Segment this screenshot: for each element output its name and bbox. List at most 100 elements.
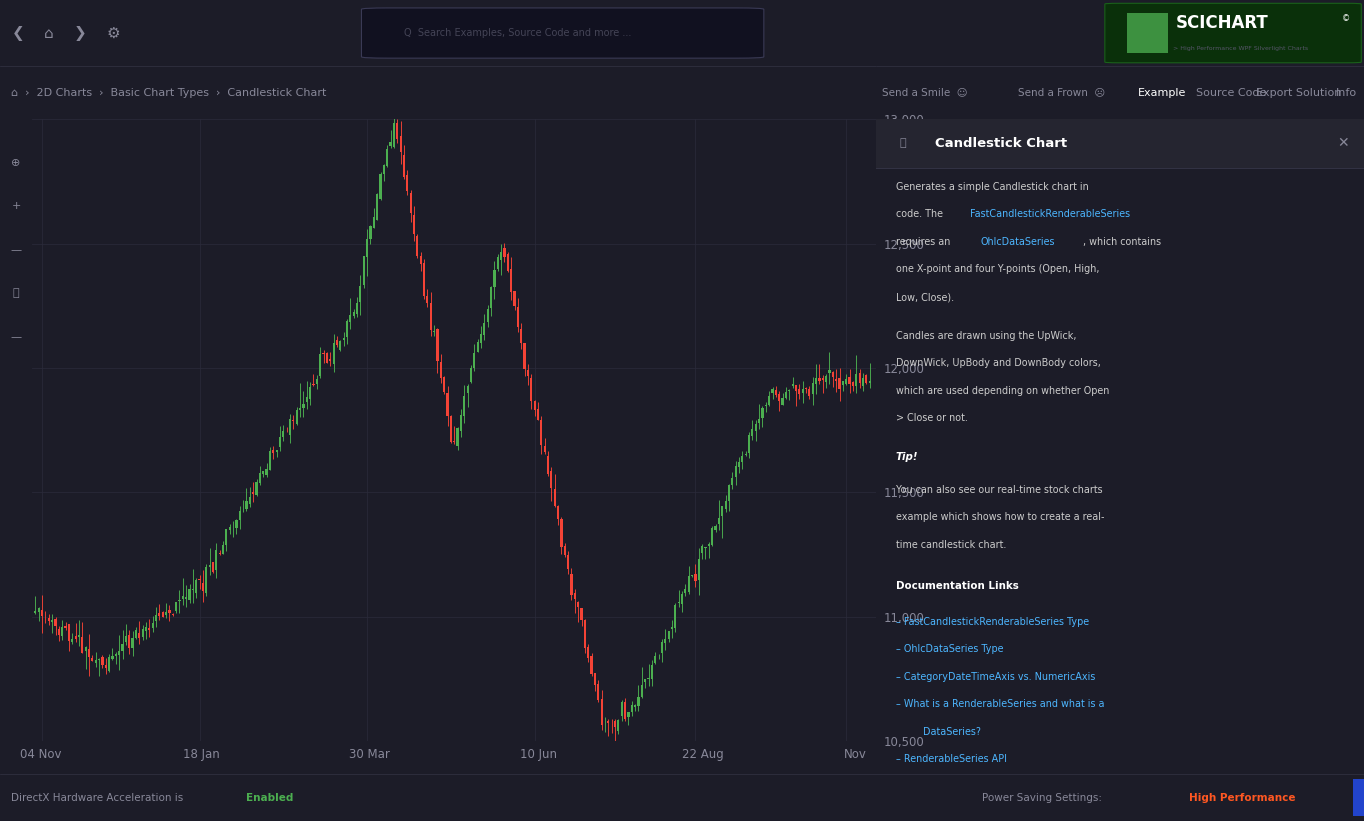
- Bar: [570, 574, 573, 594]
- Bar: [678, 602, 679, 603]
- Bar: [376, 194, 378, 220]
- Bar: [216, 549, 217, 571]
- Bar: [181, 596, 184, 599]
- Bar: [644, 680, 647, 682]
- Bar: [651, 665, 653, 679]
- Bar: [1125, 66, 1194, 119]
- Bar: [119, 651, 120, 655]
- Bar: [531, 378, 532, 401]
- Bar: [427, 296, 428, 303]
- Bar: [550, 471, 552, 488]
- Bar: [128, 635, 131, 648]
- Bar: [299, 408, 301, 410]
- Text: Tip!: Tip!: [896, 452, 918, 461]
- Bar: [567, 555, 569, 569]
- Text: 18 Jan: 18 Jan: [183, 748, 220, 761]
- Text: > Close or not.: > Close or not.: [896, 413, 967, 423]
- Bar: [818, 378, 821, 382]
- Bar: [775, 390, 777, 395]
- Bar: [282, 431, 285, 437]
- Bar: [597, 684, 599, 700]
- Bar: [94, 660, 97, 663]
- Bar: [487, 309, 488, 322]
- Bar: [370, 227, 371, 239]
- Bar: [50, 620, 53, 622]
- Bar: [356, 303, 359, 314]
- Bar: [698, 558, 700, 580]
- Bar: [782, 398, 784, 405]
- Bar: [34, 611, 37, 612]
- Bar: [252, 492, 254, 494]
- Bar: [101, 657, 104, 666]
- Bar: [533, 401, 536, 410]
- Bar: [577, 603, 580, 607]
- Text: Enabled: Enabled: [246, 792, 293, 803]
- Bar: [623, 702, 626, 719]
- Bar: [694, 574, 697, 581]
- Bar: [627, 712, 630, 718]
- Bar: [266, 469, 267, 475]
- Bar: [473, 353, 476, 368]
- Bar: [82, 636, 83, 654]
- Bar: [655, 656, 656, 663]
- Bar: [1353, 779, 1364, 816]
- Bar: [711, 528, 713, 545]
- Bar: [319, 354, 322, 376]
- Text: time candlestick chart.: time candlestick chart.: [896, 539, 1007, 549]
- Bar: [728, 484, 730, 502]
- Bar: [457, 428, 458, 446]
- Bar: [379, 174, 382, 199]
- Bar: [852, 383, 854, 386]
- Bar: [788, 391, 790, 392]
- Bar: [754, 424, 757, 431]
- Bar: [248, 497, 251, 504]
- Bar: [842, 381, 844, 385]
- Bar: [687, 576, 690, 592]
- Text: Example: Example: [1138, 88, 1185, 98]
- Bar: [38, 608, 40, 612]
- Bar: [814, 378, 817, 383]
- Text: Export Solution: Export Solution: [1256, 88, 1342, 98]
- Bar: [758, 419, 760, 424]
- Bar: [121, 644, 124, 650]
- Bar: [784, 392, 787, 397]
- Bar: [61, 626, 63, 635]
- Bar: [507, 255, 509, 271]
- Text: – OhlcDataSeries Type: – OhlcDataSeries Type: [896, 644, 1004, 654]
- Text: – CategoryDateTimeAxis vs. NumericAxis: – CategoryDateTimeAxis vs. NumericAxis: [896, 672, 1095, 681]
- Bar: [480, 334, 481, 343]
- Bar: [296, 410, 297, 424]
- Bar: [660, 642, 663, 654]
- Bar: [825, 376, 827, 382]
- Text: +: +: [11, 201, 20, 211]
- Bar: [236, 520, 237, 529]
- Bar: [855, 374, 858, 386]
- Bar: [862, 378, 863, 386]
- Bar: [229, 527, 231, 530]
- Text: > High Performance WPF Silverlight Charts: > High Performance WPF Silverlight Chart…: [1173, 47, 1308, 52]
- Bar: [747, 435, 750, 452]
- Bar: [151, 622, 154, 627]
- Bar: [333, 343, 334, 364]
- Bar: [466, 386, 469, 392]
- Bar: [828, 369, 831, 373]
- Bar: [476, 342, 479, 352]
- Text: code. The: code. The: [896, 209, 945, 219]
- Bar: [396, 123, 398, 140]
- Bar: [165, 612, 168, 615]
- Bar: [209, 565, 210, 567]
- Text: FastCandlestickRenderableSeries: FastCandlestickRenderableSeries: [970, 209, 1131, 219]
- Bar: [105, 665, 106, 668]
- Text: – FastCandlestickRenderableSeries Type: – FastCandlestickRenderableSeries Type: [896, 617, 1088, 626]
- Text: DataSeries?: DataSeries?: [922, 727, 981, 736]
- Bar: [460, 415, 462, 432]
- Bar: [75, 636, 76, 639]
- Bar: [443, 377, 445, 392]
- Bar: [761, 408, 764, 419]
- Bar: [848, 378, 851, 384]
- Bar: [115, 654, 117, 656]
- Bar: [554, 489, 555, 507]
- Bar: [835, 379, 837, 381]
- Text: ⌂: ⌂: [44, 25, 55, 40]
- Bar: [278, 437, 281, 447]
